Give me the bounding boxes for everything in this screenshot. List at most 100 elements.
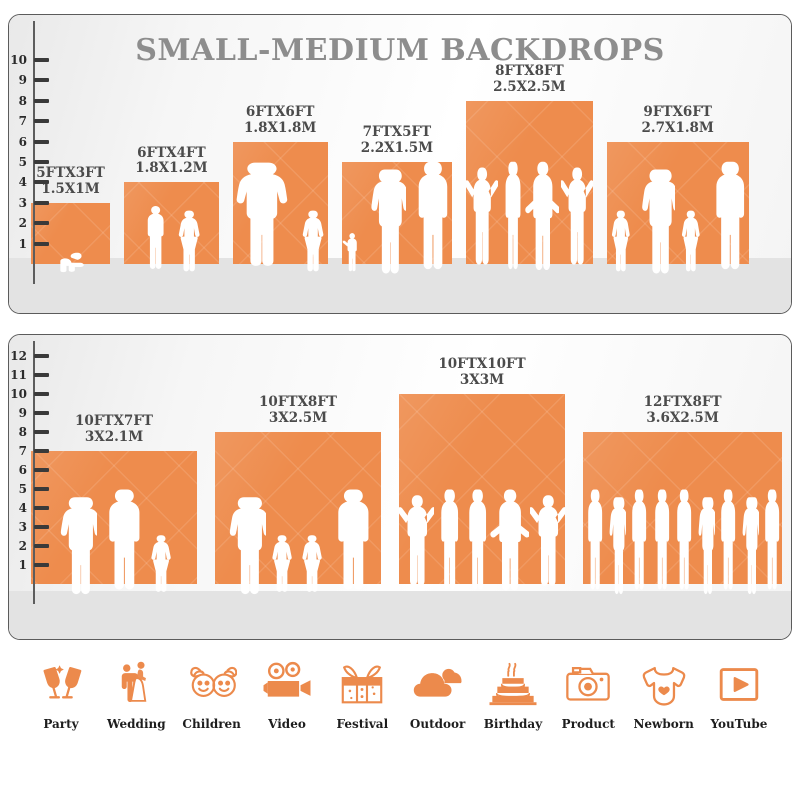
y-tick-label: 10 <box>10 387 27 401</box>
gift-box-icon <box>337 655 387 713</box>
y-tick: 1 <box>9 238 49 250</box>
axis-line <box>33 21 35 284</box>
icon-label: Party <box>43 717 79 731</box>
icon-cell-newborn[interactable]: Newborn <box>627 655 701 731</box>
y-tick-mark <box>34 411 49 415</box>
y-tick: 2 <box>9 540 49 552</box>
bar-group: 6FTX6FT 1.8X1.8M <box>232 104 328 271</box>
y-tick: 5 <box>9 155 49 169</box>
size-feet: 10FTX8FT <box>259 394 337 411</box>
baby-onesie-icon <box>639 655 689 713</box>
y-tick-label: 5 <box>18 482 27 496</box>
icon-cell-product[interactable]: Product <box>551 655 625 731</box>
bar-group: 10FTX10FT 3X3M <box>399 356 565 591</box>
backdrop-bar[interactable] <box>232 141 328 264</box>
size-meters: 3.6X2.5M <box>646 410 719 427</box>
size-feet: 9FTX6FT <box>643 103 712 120</box>
bar-size-label: 6FTX6FT 1.8X1.8M <box>244 103 316 137</box>
backdrop-bar[interactable] <box>31 202 110 264</box>
icon-label: Wedding <box>107 717 166 731</box>
size-feet: 12FTX8FT <box>643 394 722 411</box>
y-tick-mark <box>34 200 49 205</box>
chart-panel-large: 10FTX7FT 3X2.1M 10FTX8FT 3X2.5M 10FTX10FT 3X3… <box>8 334 792 640</box>
y-tick: 7 <box>9 444 49 458</box>
size-feet: 6FTX6FT <box>245 103 315 120</box>
y-tick-mark <box>34 544 49 548</box>
y-tick-mark <box>34 98 49 103</box>
photo-camera-icon <box>563 655 613 713</box>
tiered-cake-icon <box>488 655 538 713</box>
y-tick-mark <box>34 119 49 124</box>
icon-cell-party[interactable]: Party <box>24 655 98 731</box>
two-kids-faces-icon <box>187 655 237 713</box>
backdrop-bar[interactable] <box>341 162 453 264</box>
icon-cell-video[interactable]: Video <box>250 655 324 731</box>
y-tick-label: 8 <box>18 425 27 439</box>
backdrop-bar[interactable] <box>124 182 219 264</box>
icon-cell-youtube[interactable]: YouTube <box>702 655 776 731</box>
icon-cell-children[interactable]: Children <box>175 655 249 731</box>
bride-groom-icon <box>111 655 161 713</box>
size-feet: 7FTX5FT <box>362 124 432 141</box>
y-tick-label: 12 <box>10 349 27 363</box>
backdrop-bar[interactable] <box>399 394 565 584</box>
size-meters: 1.8X1.2M <box>135 160 208 177</box>
bar-size-label: 10FTX7FT 3X2.1M <box>75 413 153 446</box>
y-tick-mark <box>34 160 49 164</box>
size-meters: 2.7X1.8M <box>641 119 714 136</box>
size-meters: 3X3M <box>459 372 505 389</box>
icon-label: Product <box>561 717 615 731</box>
y-tick-label: 5 <box>18 155 27 169</box>
champagne-glasses-icon <box>36 655 86 713</box>
chart-panel-small-medium: 5FTX3FT 1.5X1M 6FTX4FT 1.8X1.2M 6FTX6FT 1.8X1… <box>8 14 792 314</box>
icon-cell-wedding[interactable]: Wedding <box>99 655 173 731</box>
y-tick: 2 <box>9 217 49 229</box>
bar-group: 12FTX8FT 3.6X2.5M <box>583 394 783 594</box>
size-feet: 10FTX7FT <box>75 413 153 430</box>
y-tick: 12 <box>9 349 49 363</box>
y-tick: 1 <box>9 559 49 571</box>
bar-group: 6FTX4FT 1.8X1.2M <box>124 145 219 271</box>
y-tick-label: 9 <box>18 73 27 88</box>
icon-label: Festival <box>336 717 389 731</box>
size-meters: 1.5X1M <box>41 180 100 197</box>
size-feet: 10FTX10FT <box>438 356 526 373</box>
icon-label: Video <box>268 717 306 731</box>
floor-strip <box>9 591 791 639</box>
y-tick-label: 9 <box>18 406 27 420</box>
backdrop-bar[interactable] <box>466 100 593 264</box>
bar-size-label: 10FTX10FT 3X3M <box>438 356 526 389</box>
y-tick: 3 <box>9 197 49 209</box>
icon-cell-birthday[interactable]: Birthday <box>476 655 550 731</box>
usage-icon-strip: Party Wedding Children Video <box>10 655 790 765</box>
y-tick: 6 <box>9 463 49 477</box>
y-tick-mark <box>34 506 49 510</box>
y-tick-label: 7 <box>18 444 27 458</box>
bar-size-label: 10FTX8FT 3X2.5M <box>259 394 337 427</box>
y-tick-mark <box>34 354 49 358</box>
y-tick-mark <box>34 139 49 144</box>
icon-label: Newborn <box>633 717 694 731</box>
y-tick-mark <box>34 78 49 83</box>
size-feet: 6FTX4FT <box>137 144 206 161</box>
y-tick-label: 10 <box>10 53 27 67</box>
icon-cell-festival[interactable]: Festival <box>325 655 399 731</box>
y-tick: 7 <box>9 115 49 127</box>
icon-cell-outdoor[interactable]: Outdoor <box>401 655 475 731</box>
y-tick: 3 <box>9 521 49 533</box>
y-tick-mark <box>34 221 49 226</box>
backdrop-bar[interactable] <box>606 141 749 264</box>
y-tick: 9 <box>9 73 49 88</box>
icon-label: YouTube <box>710 717 768 731</box>
backdrop-bar[interactable] <box>215 432 381 584</box>
bar-size-label: 6FTX4FT 1.8X1.2M <box>135 144 208 178</box>
y-tick-label: 11 <box>10 368 27 382</box>
backdrop-bar[interactable] <box>583 432 783 584</box>
backdrop-bar[interactable] <box>31 451 197 584</box>
icon-label: Children <box>182 717 241 731</box>
y-tick-mark <box>34 430 49 434</box>
y-tick-label: 6 <box>18 463 27 477</box>
movie-camera-icon <box>262 655 312 713</box>
y-tick-mark <box>34 58 49 62</box>
bar-size-label: 12FTX8FT 3.6X2.5M <box>643 394 722 427</box>
